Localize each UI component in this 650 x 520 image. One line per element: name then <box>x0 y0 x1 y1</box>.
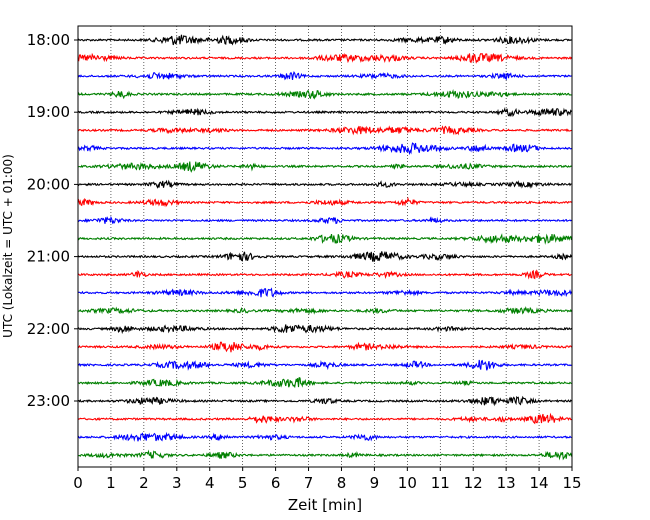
trace-row-9 <box>77 196 572 208</box>
x-tick-label: 10 <box>398 474 417 492</box>
y-tick-label: 23:00 <box>27 392 70 410</box>
y-axis-ticks: 18:00 19:00 20:00 21:00 22:00 23:00 <box>27 31 78 410</box>
x-tick-label: 4 <box>205 474 215 492</box>
x-tick-label: 5 <box>238 474 248 492</box>
trace-row-15 <box>77 306 572 315</box>
x-tick-label: 3 <box>172 474 182 492</box>
x-tick-label: 12 <box>464 474 483 492</box>
x-tick-label: 8 <box>337 474 347 492</box>
x-axis-label: Zeit [min] <box>288 496 362 514</box>
y-tick-label: 19:00 <box>27 103 70 121</box>
trace-row-0 <box>77 34 572 46</box>
x-tick-label: 2 <box>139 474 149 492</box>
trace-row-14 <box>77 287 573 298</box>
plot-background <box>78 26 572 467</box>
x-tick-label: 15 <box>562 474 581 492</box>
trace-row-1 <box>77 52 572 64</box>
x-tick-label: 11 <box>431 474 450 492</box>
trace-row-2 <box>77 70 572 81</box>
trace-row-8 <box>77 179 572 189</box>
x-tick-label: 7 <box>304 474 314 492</box>
trace-row-17 <box>77 341 572 353</box>
x-axis-ticks: 0 1 2 3 4 5 6 7 8 9 10 11 12 13 14 15 <box>73 467 582 492</box>
trace-row-19 <box>77 376 572 389</box>
trace-row-4 <box>77 107 572 118</box>
y-tick-label: 22:00 <box>27 320 70 338</box>
trace-row-6 <box>77 142 572 156</box>
trace-row-7 <box>77 161 572 173</box>
trace-row-23 <box>77 449 573 461</box>
trace-row-5 <box>77 125 572 136</box>
x-tick-label: 6 <box>271 474 281 492</box>
y-tick-label: 20:00 <box>27 175 70 193</box>
trace-row-16 <box>77 324 572 335</box>
trace-row-18 <box>77 359 572 371</box>
y-axis-label: UTC (Lokalzeit = UTC + 01:00) <box>1 154 15 338</box>
x-tick-label: 0 <box>73 474 83 492</box>
trace-row-20 <box>77 395 572 407</box>
trace-row-13 <box>77 269 572 280</box>
trace-row-11 <box>77 233 573 245</box>
y-tick-label: 21:00 <box>27 248 70 266</box>
trace-row-22 <box>77 431 572 442</box>
y-tick-label: 18:00 <box>27 31 70 49</box>
trace-row-12 <box>77 250 573 262</box>
trace-row-21 <box>77 412 572 425</box>
trace-row-10 <box>77 215 572 225</box>
x-tick-label: 9 <box>370 474 380 492</box>
trace-lines <box>77 34 573 461</box>
plot-frame <box>77 25 573 468</box>
trace-row-3 <box>77 89 572 100</box>
x-tick-label: 13 <box>497 474 516 492</box>
x-tick-label: 1 <box>106 474 116 492</box>
x-tick-label: 14 <box>530 474 549 492</box>
